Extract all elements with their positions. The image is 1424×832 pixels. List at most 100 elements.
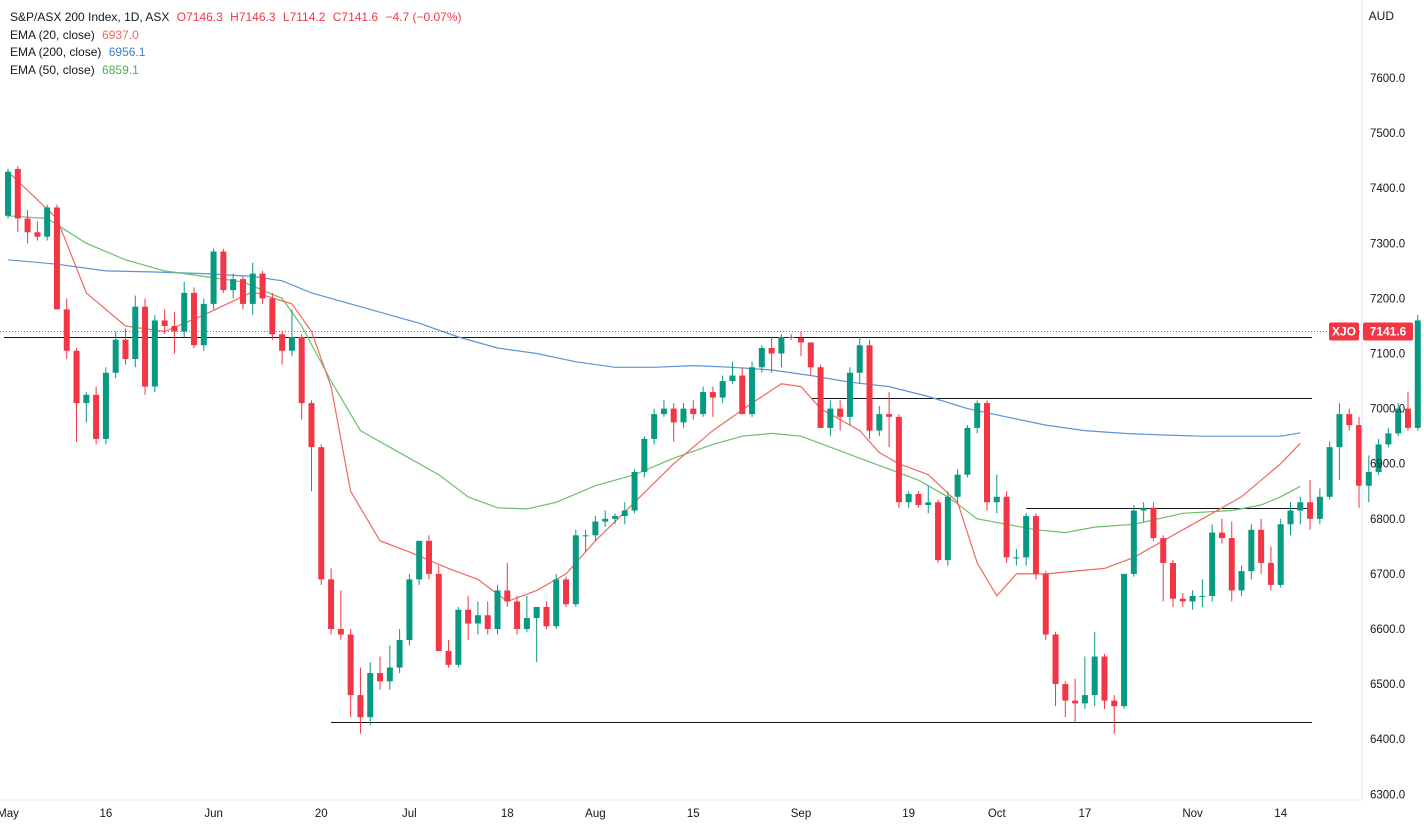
candle-body bbox=[288, 336, 295, 351]
candle-body bbox=[465, 609, 472, 624]
candle-up bbox=[1199, 579, 1206, 607]
candle-body bbox=[1160, 538, 1167, 563]
horizontal-levels bbox=[4, 337, 1313, 723]
x-tick-label: 15 bbox=[687, 808, 700, 820]
candle-up bbox=[1395, 403, 1402, 437]
candle-down bbox=[298, 334, 305, 420]
candle-body bbox=[1072, 700, 1079, 704]
candle-up bbox=[396, 629, 403, 674]
candle-up bbox=[1297, 496, 1304, 525]
candle-body bbox=[749, 367, 756, 415]
candle-body bbox=[719, 381, 726, 398]
candle-body bbox=[347, 634, 354, 696]
x-tick-label: Oct bbox=[988, 808, 1007, 820]
candle-down bbox=[279, 331, 286, 365]
legend-ema20-row[interactable]: EMA (20, close) 6937.0 bbox=[10, 27, 462, 45]
candle-body bbox=[660, 408, 667, 415]
candle-down bbox=[259, 270, 266, 304]
candle-up bbox=[1081, 656, 1088, 709]
candle-down bbox=[53, 204, 60, 310]
candle-body bbox=[1238, 571, 1245, 591]
candle-down bbox=[435, 565, 442, 652]
candle-body bbox=[494, 590, 501, 629]
y-tick-label: 6700.0 bbox=[1370, 569, 1405, 581]
candle-body bbox=[1179, 598, 1186, 602]
candle-down bbox=[543, 601, 550, 629]
candle-body bbox=[367, 673, 374, 718]
candle-down bbox=[935, 499, 942, 563]
candle-body bbox=[788, 336, 795, 339]
legend-title: S&P/ASX 200 Index, 1D, ASX bbox=[10, 10, 170, 24]
candle-body bbox=[455, 609, 462, 665]
price-tag-bg bbox=[1363, 322, 1413, 341]
candle-body bbox=[1091, 656, 1098, 696]
candle-body bbox=[1140, 507, 1147, 511]
candle-up bbox=[729, 361, 736, 384]
candle-body bbox=[758, 347, 765, 368]
candle-up bbox=[964, 425, 971, 478]
candle-down bbox=[1150, 502, 1157, 541]
candle-body bbox=[142, 306, 149, 387]
candle-body bbox=[905, 494, 912, 503]
candle-body bbox=[1404, 408, 1411, 428]
candle-up bbox=[582, 529, 589, 552]
candle-body bbox=[964, 427, 971, 475]
candle-up bbox=[680, 403, 687, 428]
symbol-tag-text: XJO bbox=[1332, 325, 1356, 339]
candle-down bbox=[1160, 535, 1167, 602]
candle-body bbox=[1032, 516, 1039, 574]
candle-down bbox=[357, 667, 364, 734]
candle-body bbox=[592, 521, 599, 536]
candle-body bbox=[572, 535, 579, 605]
candle-body bbox=[132, 306, 139, 360]
candle-down bbox=[797, 331, 804, 357]
candle-up bbox=[474, 601, 481, 635]
candle-body bbox=[93, 394, 100, 439]
candle-body bbox=[768, 347, 775, 354]
legend-ema200-row[interactable]: EMA (200, close) 6956.1 bbox=[10, 44, 462, 62]
candle-body bbox=[210, 251, 217, 304]
candle-body bbox=[53, 207, 60, 310]
candle-down bbox=[1307, 480, 1314, 530]
candle-body bbox=[817, 367, 824, 428]
y-tick-label: 7400.0 bbox=[1370, 183, 1405, 195]
candle-body bbox=[445, 651, 452, 665]
candle-body bbox=[1258, 529, 1265, 563]
candle-body bbox=[259, 273, 266, 299]
candle-up bbox=[905, 491, 912, 508]
candle-up bbox=[1287, 502, 1294, 536]
legend-high: H7146.3 bbox=[230, 10, 276, 24]
legend-ema50-row[interactable]: EMA (50, close) 6859.1 bbox=[10, 62, 462, 80]
candle-down bbox=[191, 287, 198, 348]
candle-body bbox=[249, 273, 256, 304]
candle-up bbox=[954, 469, 961, 503]
candle-body bbox=[1189, 595, 1196, 602]
candle-body bbox=[1081, 695, 1088, 704]
candle-body bbox=[523, 617, 530, 629]
candle-up bbox=[112, 331, 119, 379]
candle-down bbox=[1101, 653, 1108, 709]
candle-body bbox=[1228, 538, 1235, 591]
y-tick-label: 7600.0 bbox=[1370, 73, 1405, 85]
candle-body bbox=[1218, 532, 1225, 539]
ema-lines bbox=[7, 171, 1301, 603]
candle-body bbox=[474, 615, 481, 624]
candle-down bbox=[1072, 678, 1079, 723]
candle-body bbox=[357, 695, 364, 718]
x-tick-label: 17 bbox=[1079, 808, 1092, 820]
candle-body bbox=[112, 339, 119, 373]
candle-up bbox=[102, 367, 109, 445]
candle-up bbox=[1385, 427, 1392, 448]
candle-down bbox=[1267, 546, 1274, 591]
candle-body bbox=[298, 336, 305, 404]
candle-body bbox=[700, 392, 707, 415]
y-tick-label: 6600.0 bbox=[1370, 624, 1405, 636]
candle-up bbox=[1209, 524, 1216, 602]
candle-up bbox=[700, 386, 707, 417]
candle-up bbox=[1277, 518, 1284, 588]
candle-body bbox=[984, 403, 990, 503]
candle-body bbox=[1356, 425, 1363, 486]
candle-body bbox=[377, 673, 384, 682]
